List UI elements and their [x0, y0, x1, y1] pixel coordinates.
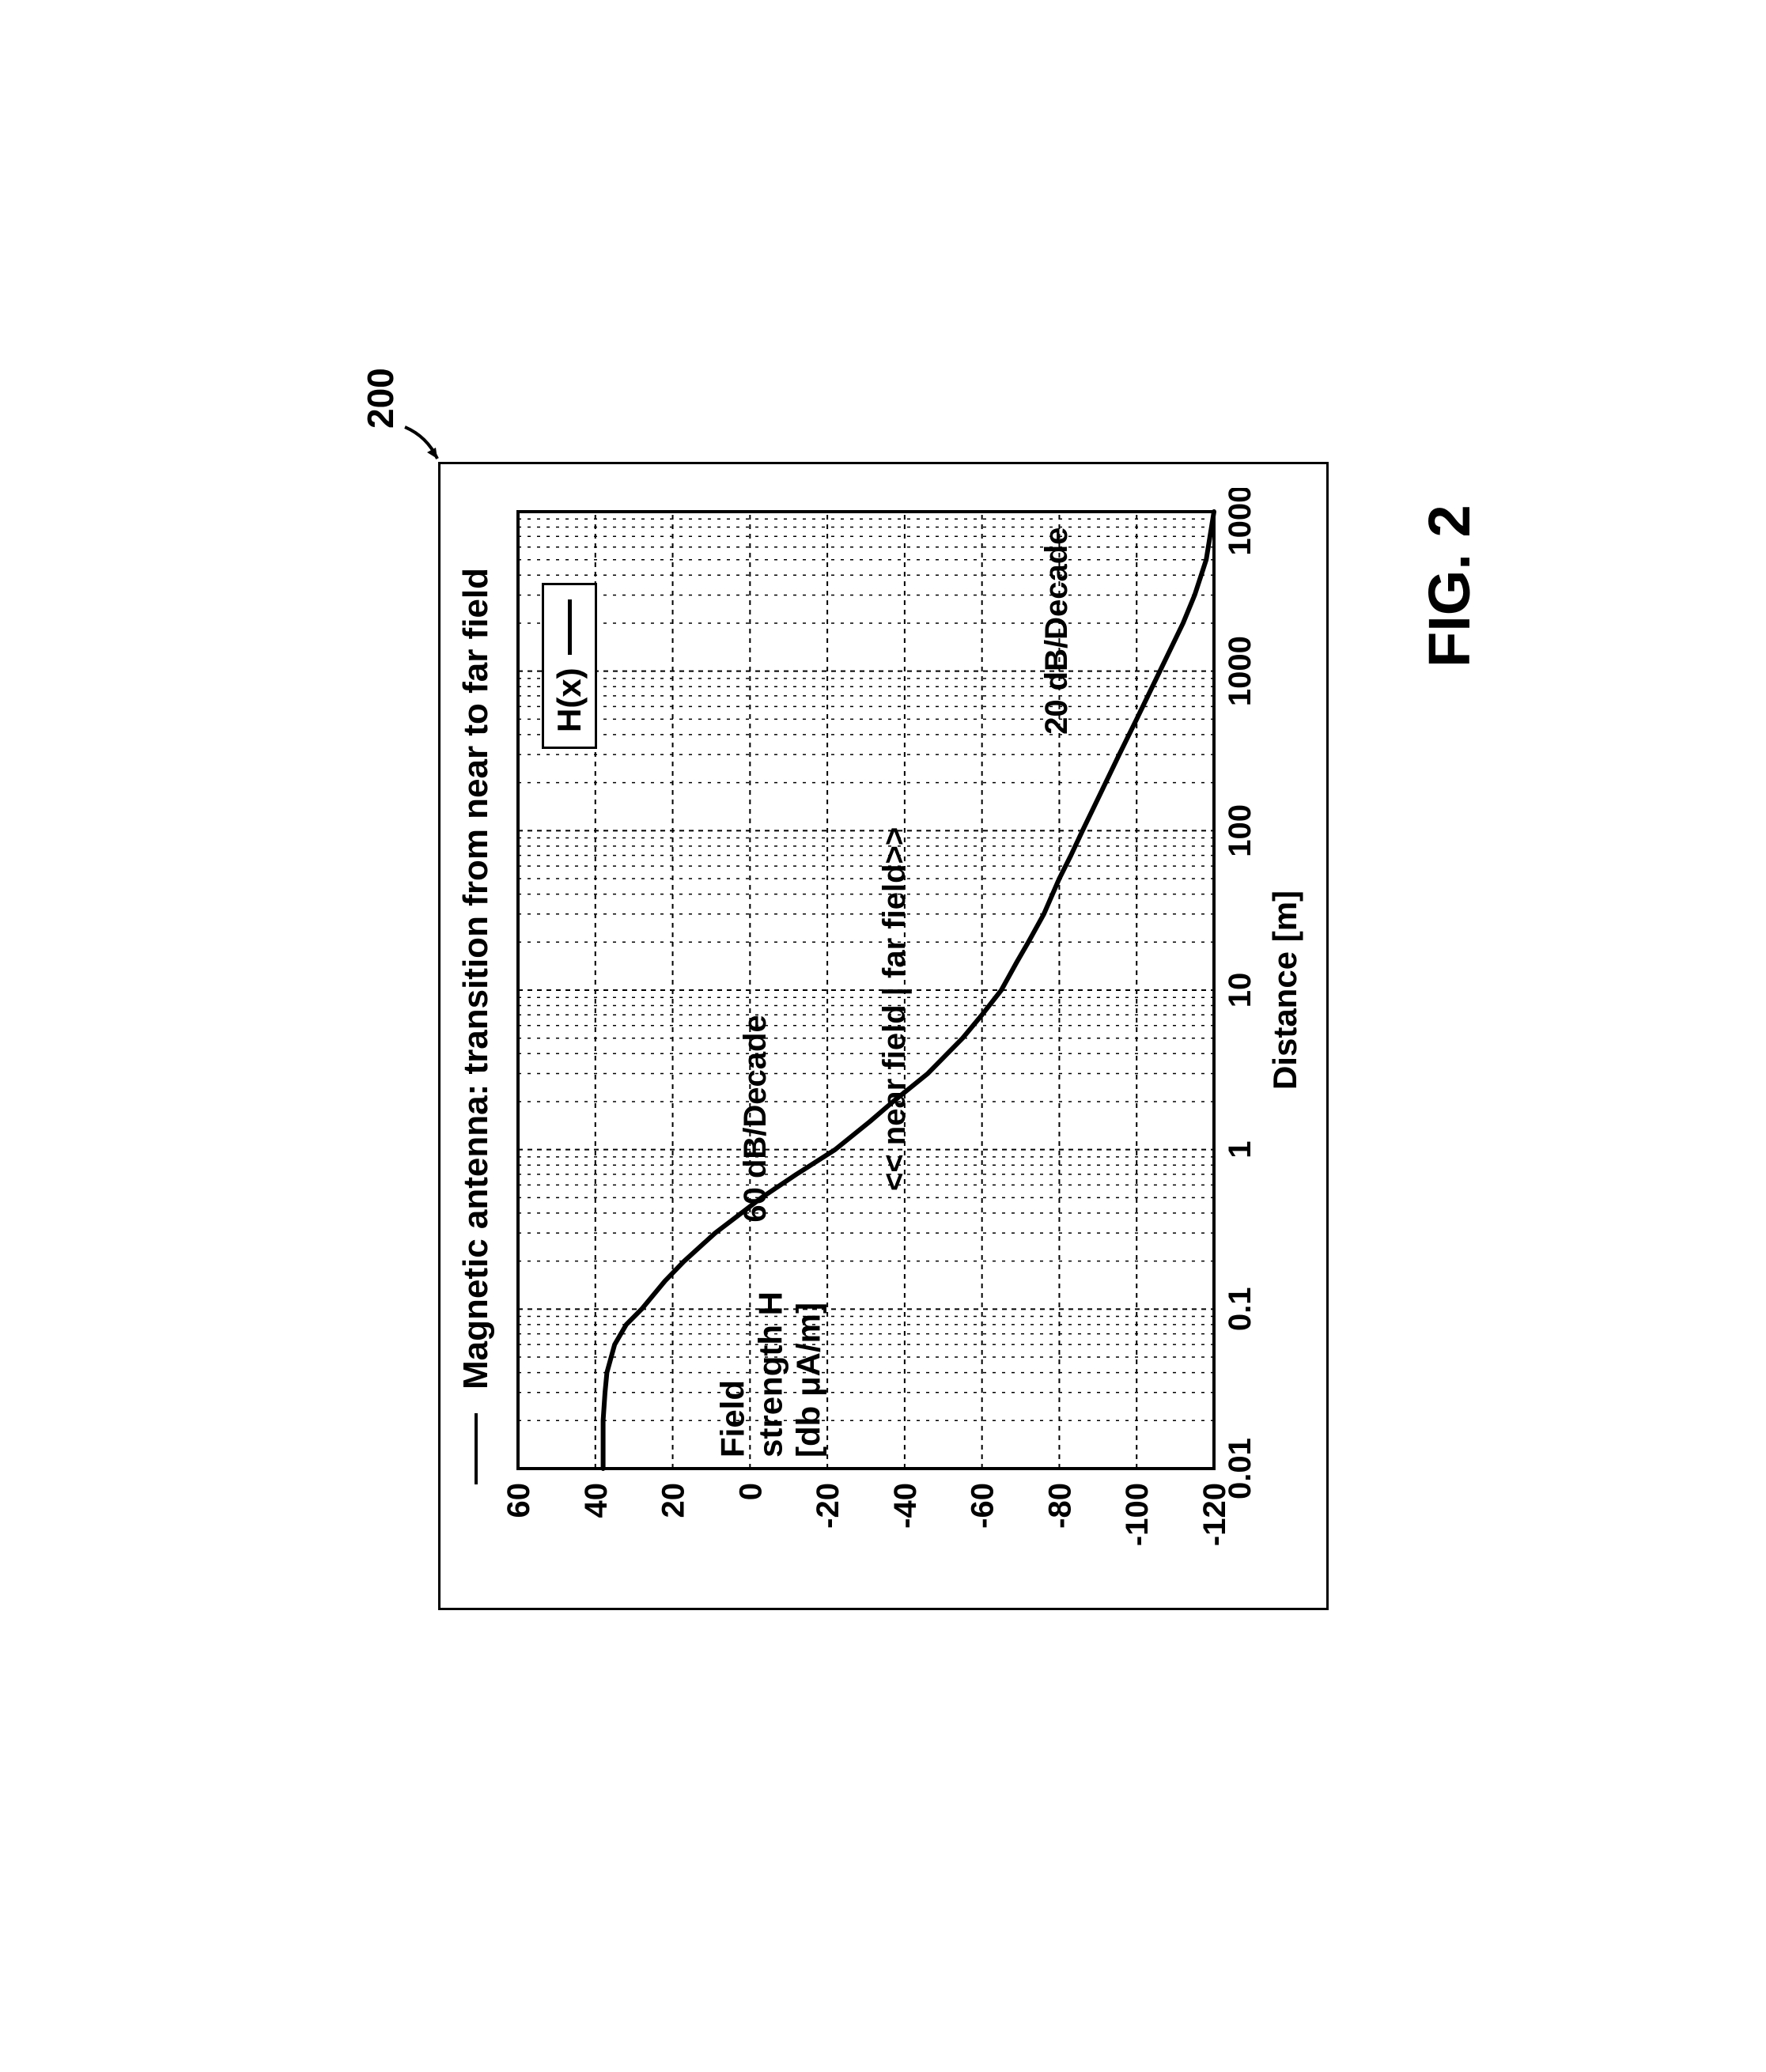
svg-text:10: 10 — [1223, 973, 1257, 1008]
plot-wrap: 6040200-20-40-60-80-100-1200.010.1110100… — [502, 488, 1261, 1579]
ref-leader-svg — [394, 372, 449, 467]
svg-text:0.01: 0.01 — [1223, 1438, 1257, 1499]
x-axis-label: Distance [m] — [1266, 512, 1304, 1469]
title-leading-dash — [475, 1413, 478, 1484]
svg-text:-80: -80 — [1042, 1483, 1077, 1529]
chart-title-row: Magnetic antenna: transition from near t… — [456, 493, 496, 1579]
svg-text:-40: -40 — [887, 1483, 922, 1529]
svg-text:[db μA/m]: [db μA/m] — [789, 1303, 826, 1458]
svg-text:1000: 1000 — [1223, 636, 1257, 706]
plot-svg: 6040200-20-40-60-80-100-1200.010.1110100… — [502, 488, 1261, 1579]
svg-text:40: 40 — [578, 1483, 613, 1518]
svg-text:-60: -60 — [965, 1483, 1000, 1529]
rotated-figure: Magnetic antenna: transition from near t… — [438, 462, 1329, 1610]
svg-text:1: 1 — [1223, 1141, 1257, 1159]
svg-text:strength H: strength H — [751, 1291, 788, 1458]
figure-caption: FIG. 2 — [1416, 505, 1483, 667]
svg-text:Field: Field — [713, 1380, 751, 1458]
svg-text:-100: -100 — [1120, 1483, 1155, 1546]
legend-line-sample — [567, 599, 571, 655]
chart-panel: Magnetic antenna: transition from near t… — [438, 462, 1329, 1610]
svg-text:0.1: 0.1 — [1223, 1287, 1257, 1332]
ref-number: 200 — [359, 368, 402, 429]
svg-text:60 dB/Decade: 60 dB/Decade — [737, 1015, 772, 1222]
svg-text:<< near field | far field>>: << near field | far field>> — [876, 827, 911, 1191]
legend-series-label: H(x) — [550, 667, 588, 732]
svg-text:100: 100 — [1223, 804, 1257, 857]
svg-text:0: 0 — [733, 1483, 768, 1500]
legend: H(x) — [542, 583, 597, 749]
chart-title: Magnetic antenna: transition from near t… — [456, 568, 496, 1390]
svg-text:-20: -20 — [811, 1483, 845, 1529]
page: Magnetic antenna: transition from near t… — [0, 0, 1766, 2072]
ref-callout: 200 — [394, 372, 453, 467]
svg-text:20: 20 — [656, 1483, 690, 1518]
svg-text:10000: 10000 — [1223, 488, 1257, 556]
svg-text:20 dB/Decade: 20 dB/Decade — [1039, 527, 1074, 735]
svg-text:60: 60 — [502, 1483, 536, 1518]
